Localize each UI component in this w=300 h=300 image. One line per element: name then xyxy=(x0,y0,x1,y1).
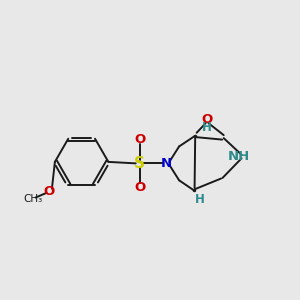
Text: NH: NH xyxy=(228,150,250,163)
Text: O: O xyxy=(134,181,145,194)
Text: H: H xyxy=(194,194,204,206)
Text: O: O xyxy=(43,185,55,198)
Text: O: O xyxy=(201,113,213,126)
Text: S: S xyxy=(134,156,145,171)
Text: O: O xyxy=(134,133,145,146)
Text: N: N xyxy=(161,157,172,170)
Text: CH₃: CH₃ xyxy=(23,194,42,204)
Text: H: H xyxy=(202,121,212,134)
